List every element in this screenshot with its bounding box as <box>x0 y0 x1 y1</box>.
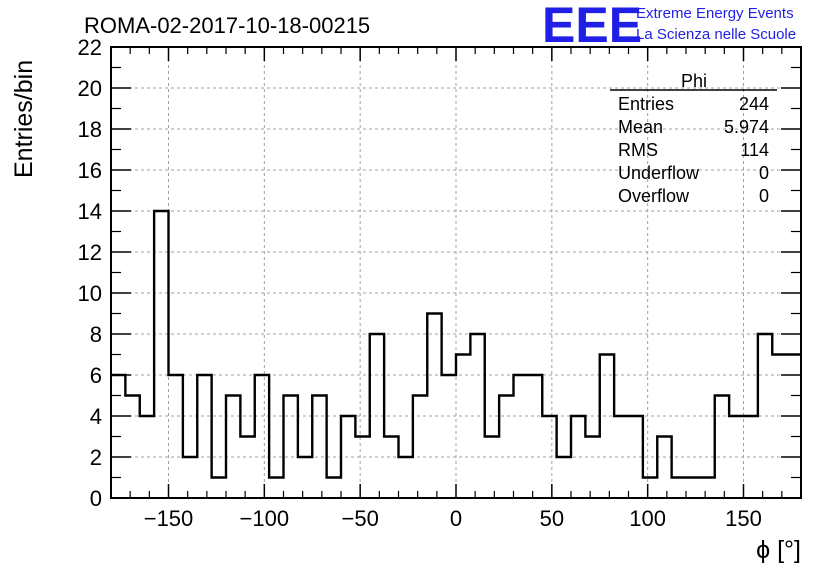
y-tick-label: 2 <box>90 445 102 470</box>
y-tick-label: 20 <box>78 76 102 101</box>
histogram-bin <box>470 334 484 498</box>
histogram-bin <box>384 437 398 499</box>
histogram-bin <box>772 355 786 499</box>
y-tick-label: 16 <box>78 158 102 183</box>
x-tick-label: −150 <box>144 506 194 531</box>
x-tick-label: 100 <box>629 506 666 531</box>
stats-value: 114 <box>740 140 769 160</box>
histogram-bin <box>585 437 599 499</box>
histogram-bin <box>686 478 700 499</box>
histogram-bin <box>442 375 456 498</box>
histogram-bin <box>427 314 441 499</box>
logo-line-2: La Scienza nelle Scuole <box>636 26 796 43</box>
stats-label: Overflow <box>618 186 690 206</box>
histogram-bin <box>672 478 686 499</box>
x-tick-label: 0 <box>450 506 462 531</box>
histogram-bin <box>183 457 197 498</box>
x-tick-labels: −150 −100 −50 0 50 100 150 <box>144 506 762 531</box>
y-tick-label: 22 <box>78 35 102 60</box>
histogram-bin <box>542 416 556 498</box>
histogram-step-line <box>111 209 801 479</box>
stats-label: Entries <box>618 94 674 114</box>
x-tick-label: −50 <box>342 506 379 531</box>
histogram-bin <box>140 416 154 498</box>
stats-label: RMS <box>618 140 658 160</box>
stats-title: Phi <box>681 71 707 91</box>
histogram-bin <box>787 355 801 499</box>
y-tick-label: 10 <box>78 281 102 306</box>
histogram-bin <box>312 396 326 499</box>
y-tick-label: 4 <box>90 404 102 429</box>
y-tick-label: 18 <box>78 117 102 142</box>
histogram-bin <box>729 416 743 498</box>
histogram-bin <box>212 478 226 499</box>
histogram-bin <box>355 437 369 499</box>
stats-rows: Entries 244 Mean 5.974 RMS 114 Underflow 0 Overf… <box>618 94 769 206</box>
stats-value: 244 <box>739 94 769 114</box>
histogram-bin <box>255 375 269 498</box>
histogram-bin <box>514 375 528 498</box>
histogram-bin <box>643 478 657 499</box>
histogram-bin <box>399 457 413 498</box>
y-tick-label: 12 <box>78 240 102 265</box>
histogram-bin <box>298 457 312 498</box>
histogram-bin <box>499 396 513 499</box>
histogram-bin <box>485 437 499 499</box>
x-tick-label: 50 <box>540 506 564 531</box>
x-tick-label: −100 <box>240 506 290 531</box>
y-tick-label: 14 <box>78 199 102 224</box>
y-axis-label: Entries/bin <box>10 60 38 178</box>
histogram-bin <box>700 478 714 499</box>
grid-lines <box>111 47 801 498</box>
axis-ticks <box>111 46 801 499</box>
histogram-bin <box>284 396 298 499</box>
logo-line-1: Extreme Energy Events <box>636 5 794 22</box>
histogram-bin <box>240 437 254 499</box>
chart-title: ROMA-02-2017-10-18-00215 <box>84 13 370 38</box>
y-tick-label: 8 <box>90 322 102 347</box>
histogram-bin <box>197 375 211 498</box>
histogram-bin <box>614 416 628 498</box>
stats-value: 0 <box>759 186 769 206</box>
histogram-bin <box>370 334 384 498</box>
histogram-bin <box>169 375 183 498</box>
x-axis-label: ϕ [°] <box>756 536 801 564</box>
histogram-bin <box>456 355 470 499</box>
stats-label: Underflow <box>618 163 700 183</box>
histogram-bin <box>758 334 772 498</box>
histogram-bin <box>413 396 427 499</box>
histogram-bin <box>327 478 341 499</box>
histogram-bin <box>341 416 355 498</box>
stats-box: Phi Entries 244 Mean 5.974 RMS 114 Underflow 0 O… <box>610 71 777 206</box>
histogram-bin <box>744 416 758 498</box>
x-tick-label: 150 <box>725 506 762 531</box>
stats-value: 0 <box>759 163 769 183</box>
stats-value: 5.974 <box>724 117 769 137</box>
histogram-bin <box>226 396 240 499</box>
eee-logo: EEE <box>542 0 642 53</box>
histogram-bin <box>269 478 283 499</box>
histogram-bin <box>629 416 643 498</box>
y-tick-labels: 0 2 4 6 8 10 12 14 16 18 20 22 <box>78 35 102 511</box>
histogram-bin <box>528 375 542 498</box>
histogram-bin <box>600 355 614 499</box>
histogram-bin <box>154 211 168 498</box>
stats-label: Mean <box>618 117 663 137</box>
y-tick-label: 6 <box>90 363 102 388</box>
histogram-bin <box>571 416 585 498</box>
histogram-bin <box>657 437 671 499</box>
histogram-bin <box>125 396 139 499</box>
y-tick-label: 0 <box>90 486 102 511</box>
histogram-bin <box>557 457 571 498</box>
histogram-bin <box>715 396 729 499</box>
histogram-series <box>111 209 801 499</box>
